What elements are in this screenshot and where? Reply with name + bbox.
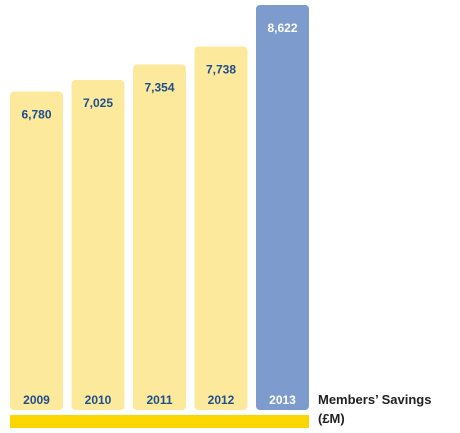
base-strip	[10, 415, 309, 428]
x-tick-label: 2010	[85, 393, 112, 407]
value-label: 7,025	[83, 96, 113, 110]
bar	[71, 80, 125, 410]
x-tick-label: 2009	[23, 393, 50, 407]
x-tick-label: 2012	[208, 393, 235, 407]
value-label: 7,738	[206, 63, 236, 77]
value-label: 8,622	[267, 21, 297, 35]
bar	[133, 64, 186, 410]
x-tick-label: 2013	[269, 393, 296, 407]
bar	[10, 91, 63, 410]
value-label: 7,354	[144, 81, 174, 95]
value-label: 6,780	[21, 108, 51, 122]
bar	[194, 46, 248, 410]
bar	[256, 5, 309, 410]
x-tick-label: 2011	[146, 393, 172, 407]
chart-title: Members’ Savings (£M)	[318, 392, 432, 426]
